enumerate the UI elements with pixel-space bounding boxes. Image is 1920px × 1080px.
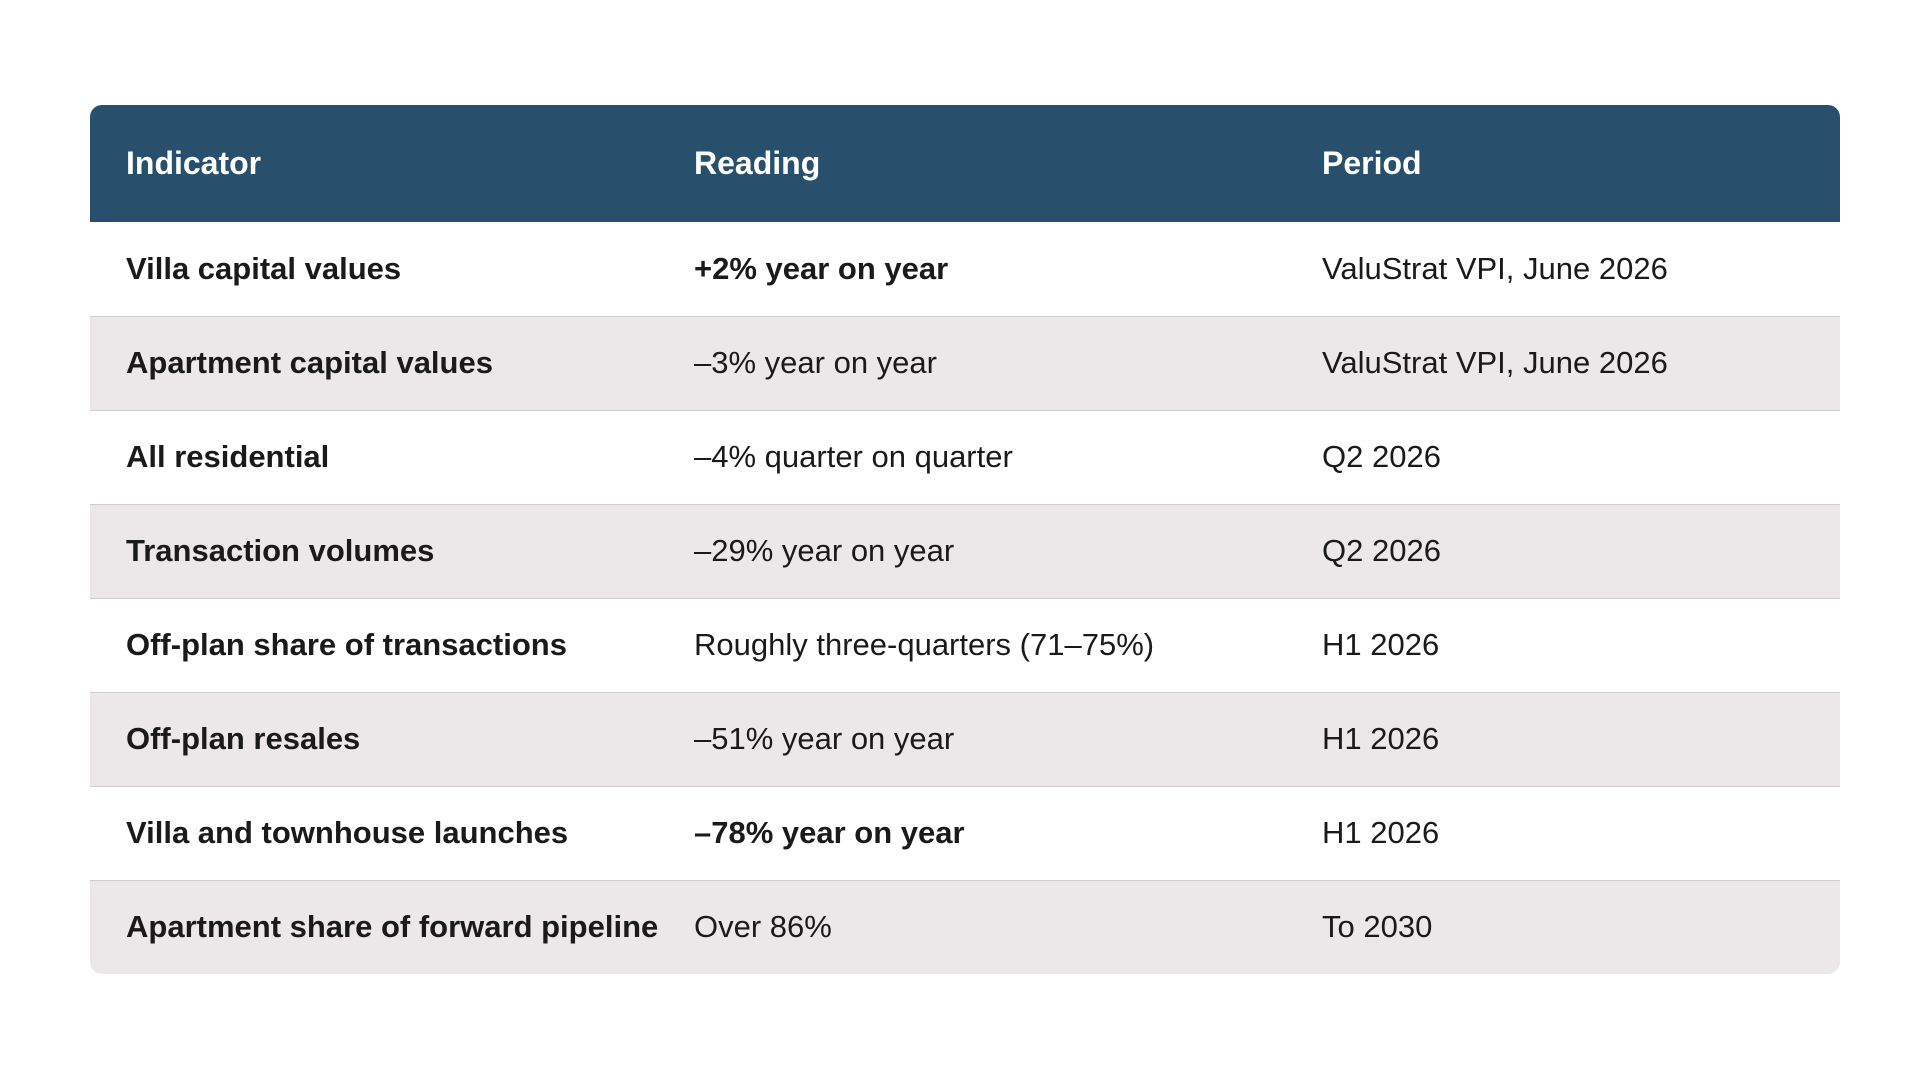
column-header-period: Period bbox=[1322, 145, 1422, 181]
table-header: Indicator Reading Period bbox=[90, 105, 1840, 222]
table-row: Apartment share of forward pipeline Over… bbox=[90, 880, 1840, 974]
reading-cell: Over 86% bbox=[694, 909, 832, 945]
table-row: All residential –4% quarter on quarter Q… bbox=[90, 410, 1840, 504]
indicator-cell: Transaction volumes bbox=[126, 533, 435, 568]
reading-cell: +2% year on year bbox=[694, 250, 949, 286]
period-cell: H1 2026 bbox=[1322, 815, 1440, 850]
indicators-table-card: Indicator Reading Period Villa capital v… bbox=[90, 105, 1840, 974]
reading-cell: –4% quarter on quarter bbox=[694, 439, 1013, 474]
period-cell: Q2 2026 bbox=[1322, 439, 1441, 474]
period-cell: ValuStrat VPI, June 2026 bbox=[1322, 250, 1668, 286]
indicators-table: Indicator Reading Period Villa capital v… bbox=[90, 105, 1840, 974]
reading-cell: –78% year on year bbox=[694, 815, 965, 850]
indicator-cell: Apartment capital values bbox=[126, 345, 493, 380]
reading-cell: –3% year on year bbox=[694, 345, 937, 380]
table-body: Villa capital values +2% year on year Va… bbox=[90, 222, 1840, 974]
period-cell: ValuStrat VPI, June 2026 bbox=[1322, 345, 1668, 380]
indicator-cell: Off-plan resales bbox=[126, 721, 361, 756]
period-cell: Q2 2026 bbox=[1322, 533, 1441, 568]
table-row: Transaction volumes –29% year on year Q2… bbox=[90, 504, 1840, 598]
table-row: Off-plan share of transactions Roughly t… bbox=[90, 598, 1840, 692]
table-header-row: Indicator Reading Period bbox=[90, 105, 1840, 222]
indicator-cell: All residential bbox=[126, 439, 330, 474]
table-row: Off-plan resales –51% year on year H1 20… bbox=[90, 692, 1840, 786]
table-row: Villa capital values +2% year on year Va… bbox=[90, 222, 1840, 316]
table-row: Villa and townhouse launches –78% year o… bbox=[90, 786, 1840, 880]
period-cell: H1 2026 bbox=[1322, 721, 1440, 756]
column-header-indicator: Indicator bbox=[126, 145, 262, 181]
column-header-reading: Reading bbox=[694, 145, 821, 181]
reading-cell: Roughly three-quarters (71–75%) bbox=[694, 627, 1155, 662]
indicator-cell: Villa capital values bbox=[126, 250, 402, 286]
reading-cell: –51% year on year bbox=[694, 721, 955, 756]
indicator-cell: Off-plan share of transactions bbox=[126, 627, 567, 662]
table-row: Apartment capital values –3% year on yea… bbox=[90, 316, 1840, 410]
period-cell: H1 2026 bbox=[1322, 627, 1440, 662]
period-cell: To 2030 bbox=[1322, 909, 1433, 945]
indicator-cell: Apartment share of forward pipeline bbox=[126, 909, 658, 945]
reading-cell: –29% year on year bbox=[694, 533, 955, 568]
indicator-cell: Villa and townhouse launches bbox=[126, 815, 569, 850]
